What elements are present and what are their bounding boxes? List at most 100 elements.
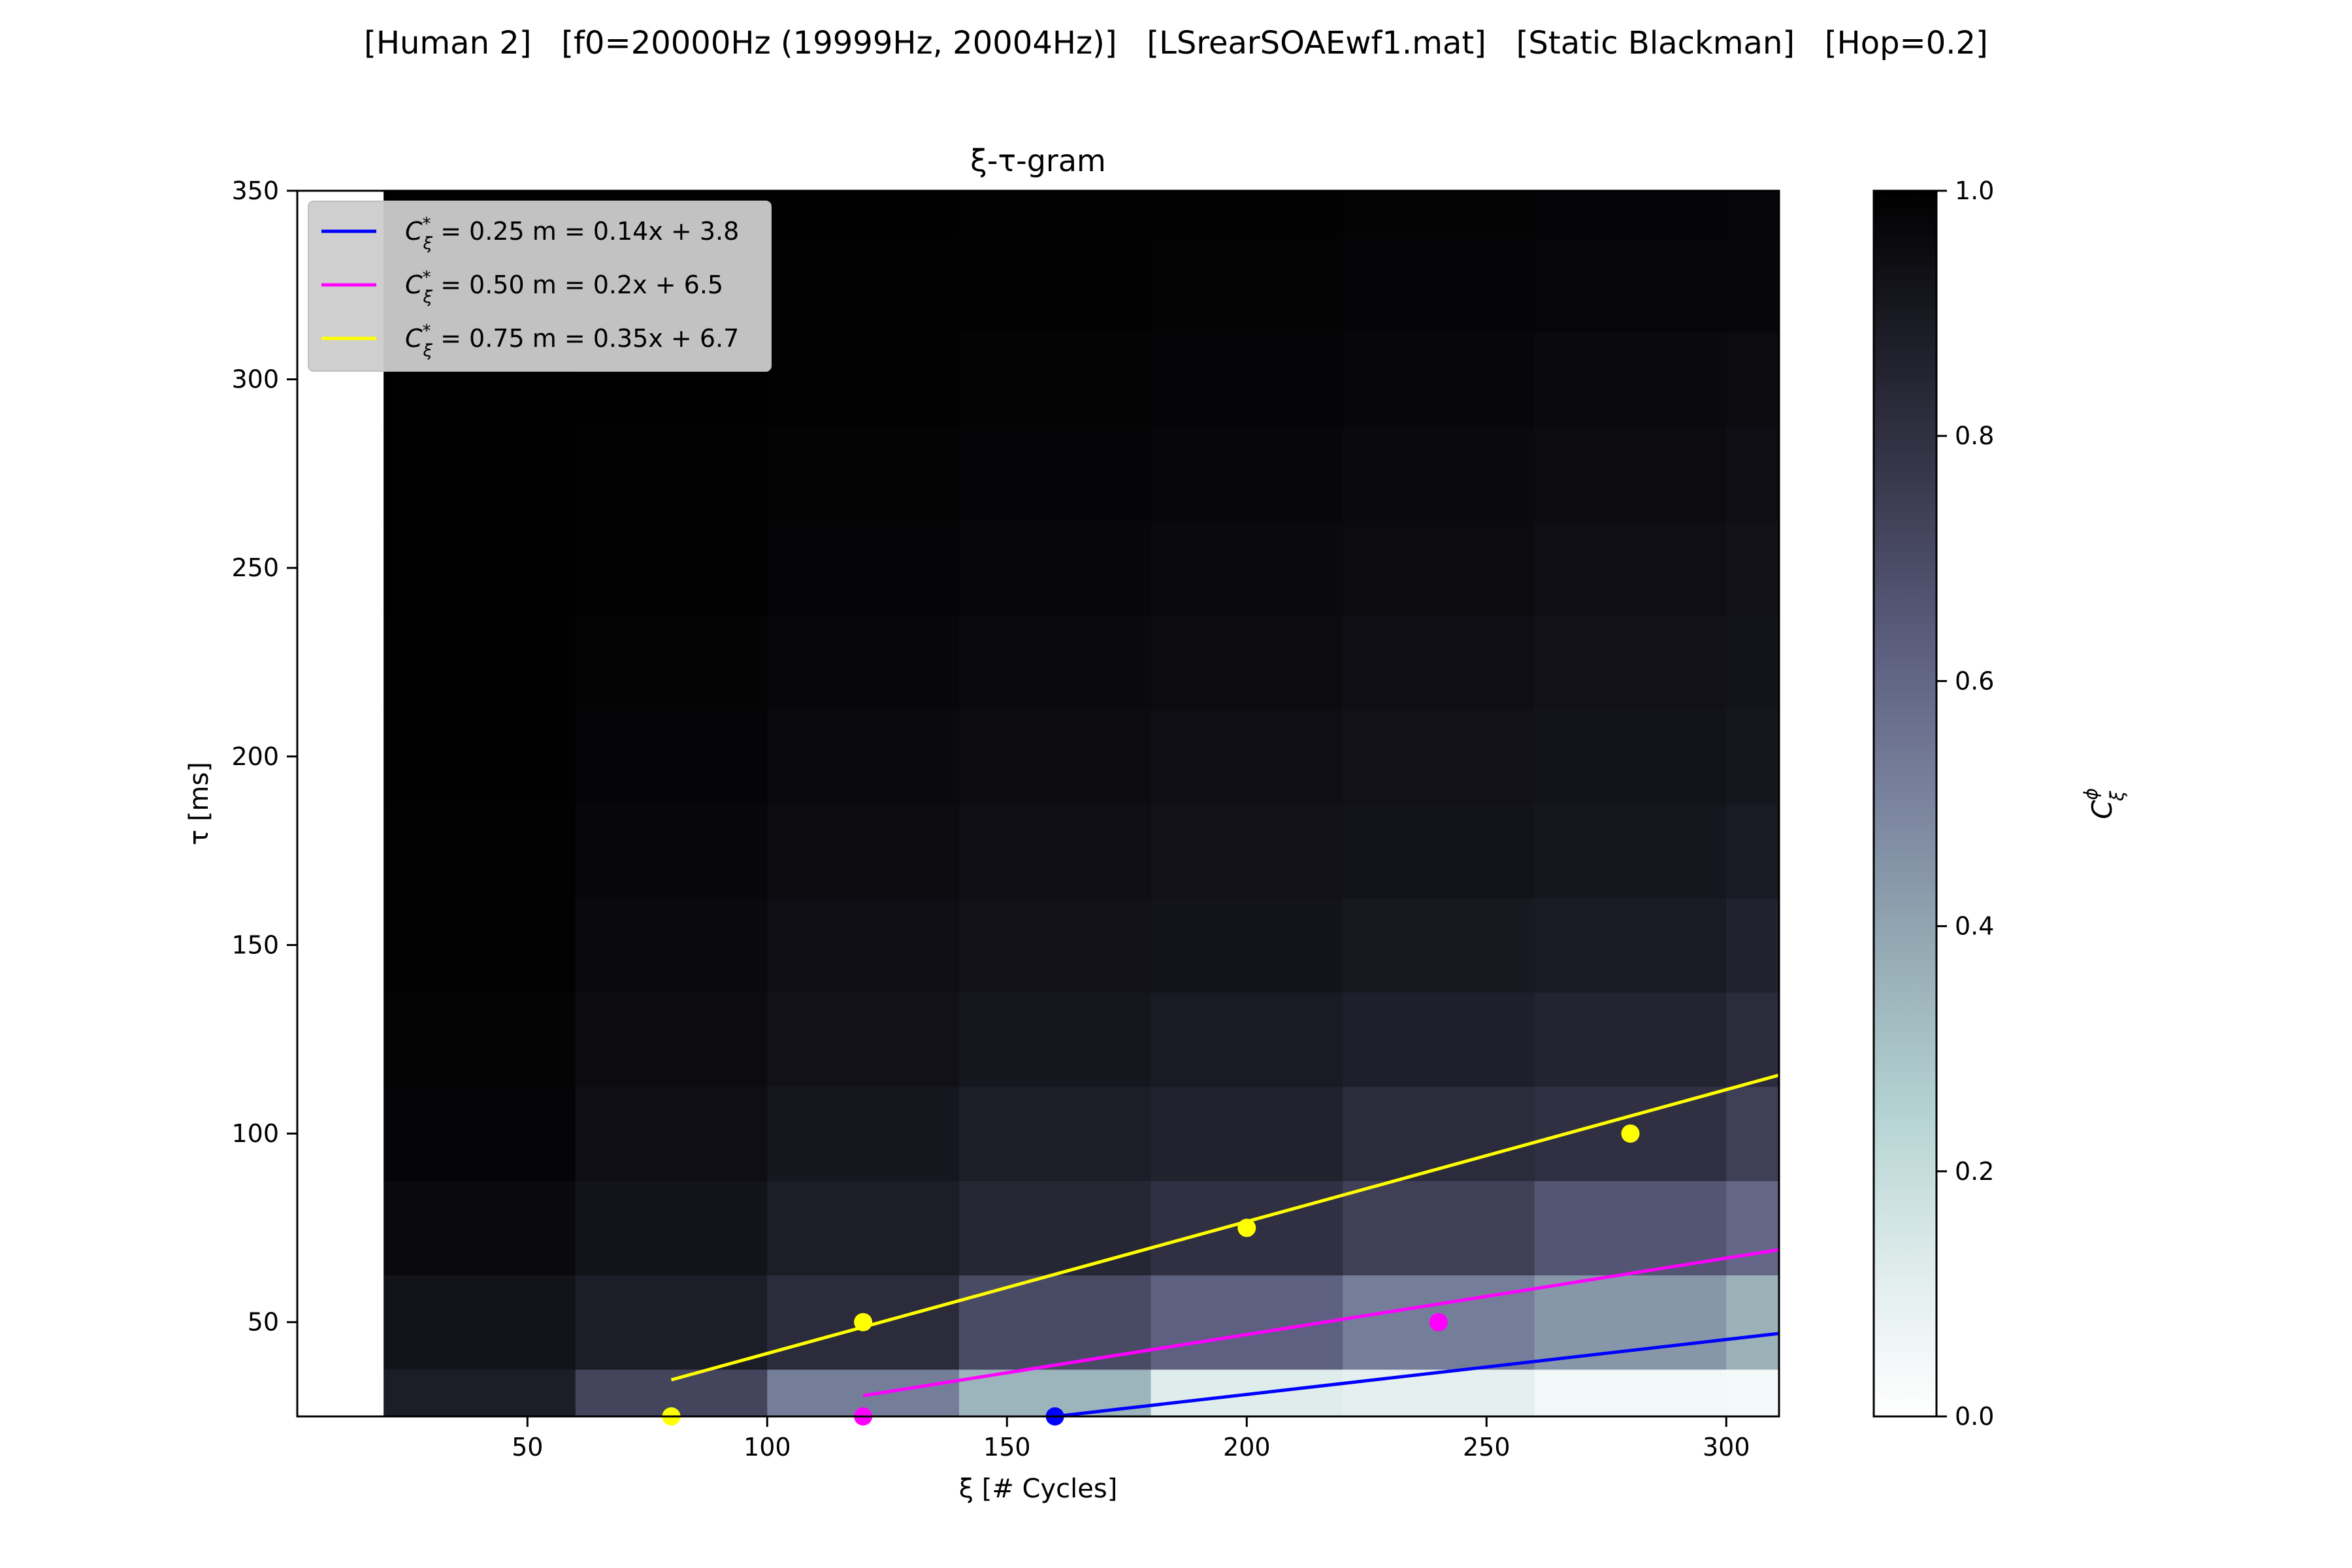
colorbar-label: Cϕ ξ: [2080, 788, 2128, 819]
heatmap-cell: [1343, 521, 1535, 615]
heatmap-cell: [575, 1181, 768, 1276]
heatmap-cell: [1343, 804, 1535, 898]
y-axis: 50 100 150 200 250 300 350: [231, 176, 297, 1337]
heatmap-cell: [1151, 898, 1343, 993]
colorbar-tick-label: 0.4: [1955, 912, 1994, 941]
y-tick-label: 150: [231, 930, 279, 959]
heatmap-cell: [1534, 1181, 1727, 1276]
heatmap-cell: [1343, 426, 1535, 521]
heatmap-cell: [958, 1181, 1152, 1276]
data-point: [854, 1313, 873, 1331]
fit-lines: [670, 1073, 1780, 1418]
heatmap-cell: [958, 804, 1152, 898]
heatmap-cell: [1151, 191, 1343, 238]
plot-area: [296, 189, 1780, 1426]
colorbar-tick-label: 1.0: [1955, 176, 1994, 205]
legend: C* ξ = 0.25 m = 0.14x + 3.8 C* ξ = 0.50 m =…: [308, 201, 772, 372]
heatmap-cell: [1534, 615, 1727, 710]
heatmap-cell: [384, 521, 576, 615]
legend-entry: C* ξ = 0.25 m = 0.14x + 3.8: [405, 214, 739, 253]
colorbar-ticks: 0.0 0.2 0.4 0.6 0.8 1.0: [1936, 176, 1994, 1431]
colorbar-tick-label: 0.8: [1955, 421, 1994, 450]
heatmap-cell: [1151, 709, 1343, 804]
x-tick-label: 100: [743, 1433, 791, 1462]
heatmap-cell: [1726, 426, 1780, 521]
heatmap-cell: [958, 1086, 1152, 1181]
heatmap-cell: [384, 898, 576, 993]
heatmap-cell: [1726, 332, 1780, 427]
heatmap-cell: [1534, 1275, 1727, 1370]
y-tick-label: 350: [231, 176, 279, 205]
heatmap-cell: [384, 804, 576, 898]
heatmap-cell: [958, 191, 1152, 238]
heatmap-cell: [1534, 709, 1727, 804]
heatmap-cell: [1534, 191, 1727, 238]
heatmap-cell: [767, 238, 960, 333]
heatmap-cell: [384, 1086, 576, 1181]
data-point: [1429, 1313, 1448, 1331]
y-tick-label: 250: [231, 553, 279, 582]
heatmap-cell: [767, 898, 960, 993]
heatmap-cell: [384, 615, 576, 710]
heatmap-cell: [1343, 1086, 1535, 1181]
x-axis: 50 100 150 200 250 300: [512, 1416, 1750, 1462]
heatmap-cell: [384, 992, 576, 1087]
x-tick-label: 150: [983, 1433, 1031, 1462]
heatmap-cell: [1151, 1086, 1343, 1181]
colorbar-tick-label: 0.0: [1955, 1402, 1994, 1431]
heatmap-cell: [1343, 1181, 1535, 1276]
heatmap-cell: [575, 1086, 768, 1181]
heatmap-cell: [575, 992, 768, 1087]
x-tick-label: 50: [512, 1433, 543, 1462]
legend-entry: C* ξ = 0.75 m = 0.35x + 6.7: [405, 321, 739, 361]
heatmap-cell: [1151, 426, 1343, 521]
axes-frame: [296, 189, 1780, 1418]
data-points: [662, 1124, 1640, 1426]
fit-line: [862, 1248, 1780, 1397]
heatmap-cell: [767, 426, 960, 521]
heatmap-cell: [1726, 804, 1780, 898]
fit-line: [670, 1073, 1780, 1382]
heatmap-cell: [1343, 238, 1535, 333]
x-tick-label: 300: [1703, 1433, 1750, 1462]
heatmap-cell: [767, 615, 960, 710]
colorbar-tick-label: 0.6: [1955, 666, 1994, 695]
heatmap-cell: [575, 521, 768, 615]
heatmap-cell: [1534, 898, 1727, 993]
heatmap-cell: [958, 709, 1152, 804]
heatmap-cell: [384, 709, 576, 804]
heatmap-cell: [575, 804, 768, 898]
heatmap-cell: [767, 191, 960, 238]
heatmap-cell: [958, 426, 1152, 521]
heatmap-cell: [384, 426, 576, 521]
heatmap-cell: [1534, 1369, 1727, 1417]
x-tick-label: 200: [1223, 1433, 1271, 1462]
heatmap-cell: [1726, 1275, 1780, 1370]
heatmap-cell: [1151, 804, 1343, 898]
heatmap-cell: [575, 615, 768, 710]
axes-title: ξ-τ-gram: [970, 143, 1106, 178]
heatmap-cell: [1726, 1086, 1780, 1181]
heatmap-cell: [958, 521, 1152, 615]
heatmap-cell: [1534, 992, 1727, 1087]
heatmap-cell: [1534, 426, 1727, 521]
y-axis-label: τ [ms]: [184, 762, 214, 845]
heatmap-cell: [1343, 898, 1535, 993]
heatmap-cell: [1151, 1275, 1343, 1370]
heatmap-cell: [1726, 191, 1780, 238]
heatmap-cell: [767, 804, 960, 898]
heatmap-cell: [1726, 709, 1780, 804]
heatmap-cell: [1343, 1369, 1535, 1417]
x-tick-label: 250: [1463, 1433, 1511, 1462]
heatmap-cell: [1726, 1369, 1780, 1417]
heatmap: [384, 191, 1780, 1417]
heatmap-cell: [575, 1275, 768, 1370]
heatmap-cell: [1343, 332, 1535, 427]
heatmap-cell: [575, 426, 768, 521]
colorbar-gradient: [1872, 189, 1938, 1418]
heatmap-cell: [958, 615, 1152, 710]
heatmap-cell: [1343, 709, 1535, 804]
data-point: [1237, 1218, 1256, 1237]
heatmap-cell: [767, 1181, 960, 1276]
